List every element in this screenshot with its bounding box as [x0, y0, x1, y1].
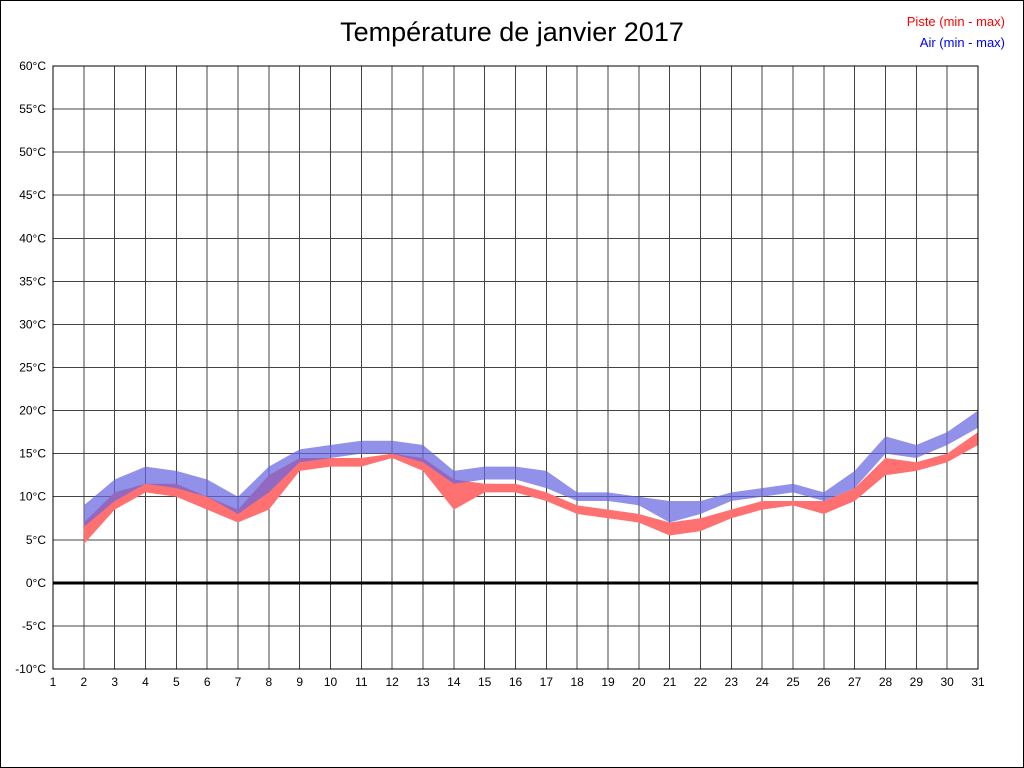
y-tick-label: 5°C — [26, 533, 46, 547]
x-tick-label: 3 — [111, 675, 118, 689]
x-tick-label: 21 — [663, 675, 677, 689]
x-tick-label: 31 — [971, 675, 985, 689]
x-tick-label: 2 — [80, 675, 87, 689]
legend-air: Air (min - max) — [919, 35, 1005, 50]
y-tick-label: 15°C — [19, 447, 46, 461]
x-tick-label: 13 — [416, 675, 430, 689]
plot-border — [52, 65, 979, 670]
x-tick-label: 14 — [447, 675, 461, 689]
x-tick-label: 23 — [725, 675, 739, 689]
x-tick-label: 19 — [601, 675, 615, 689]
x-tick-label: 24 — [755, 675, 769, 689]
x-tick-label: 30 — [940, 675, 954, 689]
x-tick-label: 8 — [265, 675, 272, 689]
y-tick-label: 45°C — [19, 188, 46, 202]
x-tick-label: 15 — [478, 675, 492, 689]
x-tick-label: 12 — [385, 675, 399, 689]
y-tick-label: 40°C — [19, 231, 46, 245]
x-tick-label: 9 — [296, 675, 303, 689]
x-tick-label: 22 — [694, 675, 708, 689]
y-tick-label: 0°C — [26, 576, 46, 590]
x-tick-label: 20 — [632, 675, 646, 689]
x-tick-label: 29 — [910, 675, 924, 689]
x-tick-label: 18 — [570, 675, 584, 689]
y-tick-label: -10°C — [15, 662, 46, 676]
y-tick-label: 10°C — [19, 490, 46, 504]
x-tick-label: 27 — [848, 675, 862, 689]
x-tick-label: 11 — [355, 675, 368, 689]
x-tick-label: 17 — [540, 675, 554, 689]
x-tick-label: 6 — [204, 675, 211, 689]
x-tick-label: 26 — [817, 675, 831, 689]
legend-piste: Piste (min - max) — [906, 14, 1005, 29]
x-tick-label: 1 — [50, 675, 57, 689]
x-tick-label: 28 — [879, 675, 893, 689]
y-tick-label: 25°C — [19, 361, 46, 375]
y-tick-label: 35°C — [19, 274, 46, 288]
legend: Piste (min - max) Air (min - max) — [907, 11, 1005, 53]
y-tick-label: -5°C — [22, 619, 46, 633]
x-tick-label: 5 — [173, 675, 180, 689]
x-tick-label: 25 — [786, 675, 800, 689]
y-tick-label: 20°C — [19, 404, 46, 418]
y-tick-label: 55°C — [19, 102, 46, 116]
y-tick-label: 60°C — [19, 59, 46, 73]
x-tick-label: 7 — [235, 675, 242, 689]
y-tick-label: 50°C — [19, 145, 46, 159]
y-tick-label: 30°C — [19, 317, 46, 331]
x-tick-label: 10 — [324, 675, 338, 689]
x-tick-label: 4 — [142, 675, 149, 689]
page-title: Température de janvier 2017 — [340, 17, 684, 47]
air-band — [83, 410, 979, 527]
x-tick-label: 16 — [509, 675, 523, 689]
